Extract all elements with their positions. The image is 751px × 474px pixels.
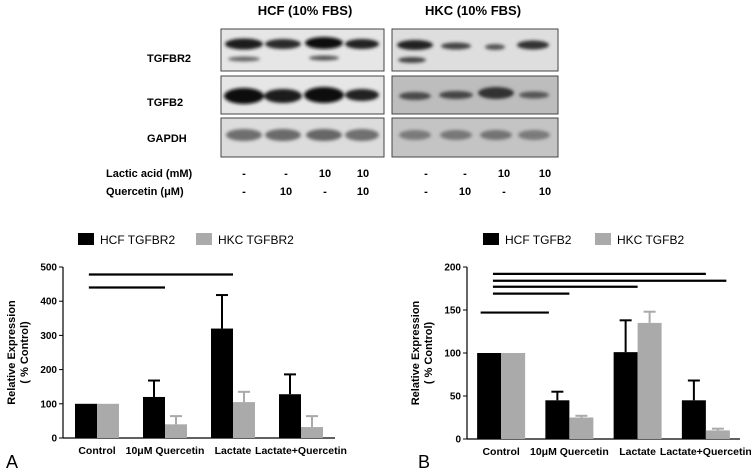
western-blot: HCF (10% FBS) HKC (10% FBS) TGFBR2 TGFB2… [106,3,559,198]
bar [545,400,570,439]
condition-value: 10 [357,186,369,198]
condition-value: 10 [498,168,510,180]
bar [569,417,594,439]
blot-row-label-gapdh: GAPDH [147,133,187,145]
condition-value: - [463,168,467,180]
bands-hcf-tgfbr2 [225,37,379,62]
y-tick-label: 100 [444,349,461,360]
bands-hkc-tgfb2 [399,87,549,100]
blot-box-hkc-tgfbr2 [391,28,559,72]
blot-row-label-tgfb2: TGFB2 [147,97,183,109]
x-tick-label: Lactate [215,445,252,457]
x-tick-label: Lactate+Quercetin [660,446,751,458]
chart-a: HCF TGFBR2 HKC TGFBR2 0 100 200 300 400 500 Rela… [6,233,347,472]
y-tick-label: 300 [40,331,57,342]
bar [97,403,119,438]
condition-value: - [242,168,246,180]
blot-group-title-hcf: HCF (10% FBS) [258,3,353,18]
bands-hkc-tgfbr2 [397,40,549,63]
bar [681,400,706,439]
condition-value: 10 [357,168,369,180]
x-tick-label: Control [482,446,519,458]
bar [477,353,502,439]
bar [75,403,97,438]
legend-label: HCF TGFB2 [505,233,572,247]
condition-value: - [424,186,428,198]
condition-value: 10 [280,186,292,198]
panel-letter: B [418,452,430,472]
condition-value: - [284,168,288,180]
blot-row-label-tgfbr2: TGFBR2 [147,53,191,65]
legend-swatch [196,233,212,245]
bar [613,352,638,439]
bar [705,430,730,439]
y-axis-label: Relative Expression( % Control) [410,300,435,405]
blot-group-title-hkc: HKC (10% FBS) [425,3,521,18]
bar [301,427,323,438]
panel-letter: A [6,452,18,472]
condition-value: - [242,186,246,198]
legend-swatch [483,233,499,245]
condition-value: 10 [539,168,551,180]
y-tick-label: 200 [444,263,461,274]
condition-value: - [502,186,506,198]
bands-hkc-gapdh [399,130,550,140]
bar [279,394,301,438]
legend-swatch [595,233,611,245]
y-tick-label: 150 [444,306,461,317]
condition-value: - [424,168,428,180]
legend-label: HCF TGFBR2 [100,233,175,247]
condition-label-lactic-acid: Lactic acid (mM) [106,168,193,180]
y-tick-label: 0 [455,435,461,446]
condition-values: - - 10 10 - - 10 10 - 10 - 10 - 10 - 10 [242,168,551,198]
y-tick-label: 50 [450,392,462,403]
y-tick-label: 500 [40,263,57,274]
bar [233,402,255,438]
y-tick-label: 100 [40,399,57,410]
x-tick-label: 10μM Quercetin [530,446,609,458]
bar [211,328,233,438]
condition-value: 10 [539,186,551,198]
blot-box-hcf-tgfbr2 [220,28,385,72]
x-tick-label: 10μM Quercetin [126,445,205,457]
bar [143,396,165,438]
bands-hcf-tgfb2 [224,87,379,104]
bar [165,424,187,438]
y-tick-label: 400 [40,297,57,308]
bar [501,353,526,439]
condition-value: - [323,186,327,198]
bar [637,322,662,439]
y-axis-label: Relative Expression( % Control) [6,300,31,405]
y-tick-label: 0 [51,434,57,445]
bands-hcf-gapdh [226,129,379,141]
condition-label-quercetin: Quercetin (μM) [106,186,184,198]
x-tick-label: Control [78,445,115,457]
y-tick-label: 200 [40,365,57,376]
legend-label: HKC TGFBR2 [218,233,294,247]
x-tick-label: Lactate+Quercetin [255,445,347,457]
x-tick-label: Lactate [619,446,656,458]
legend-swatch [78,233,94,245]
condition-value: 10 [319,168,331,180]
condition-value: 10 [459,186,471,198]
chart-b: HCF TGFB2 HKC TGFB2 0 50 100 150 200 Relative E… [410,233,751,472]
legend-label: HKC TGFB2 [617,233,684,247]
